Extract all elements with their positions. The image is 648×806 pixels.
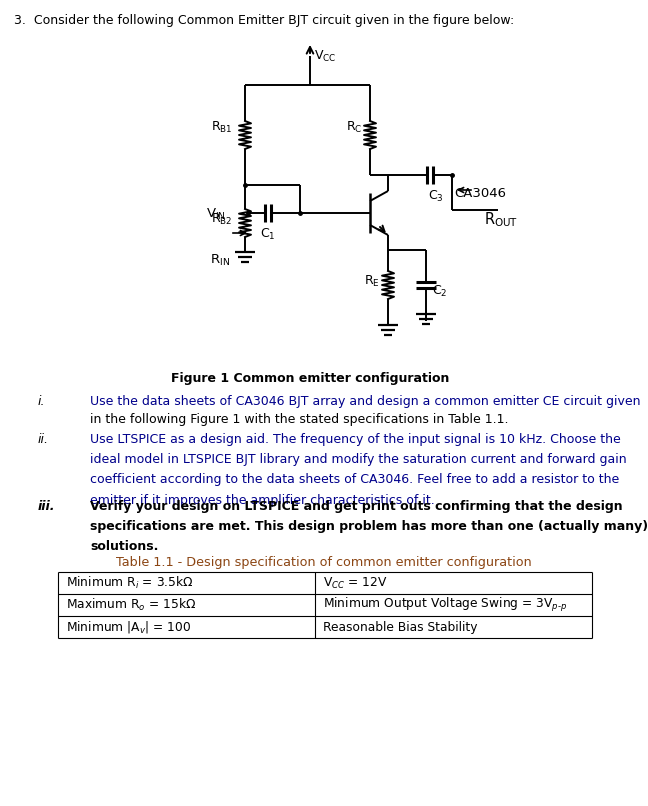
Text: Minimum |A$_v$| = 100: Minimum |A$_v$| = 100 xyxy=(66,619,191,635)
Text: Table 1.1 - Design specification of common emitter configuration: Table 1.1 - Design specification of comm… xyxy=(116,556,532,569)
Text: C$_2$: C$_2$ xyxy=(432,284,448,298)
Text: 3.  Consider the following Common Emitter BJT circuit given in the figure below:: 3. Consider the following Common Emitter… xyxy=(14,14,515,27)
Text: R$_{\rm B1}$: R$_{\rm B1}$ xyxy=(211,119,233,135)
Text: ideal model in LTSPICE BJT library and modify the saturation current and forward: ideal model in LTSPICE BJT library and m… xyxy=(90,453,627,466)
Text: ii.: ii. xyxy=(38,433,49,446)
Text: coefficient according to the data sheets of CA3046. Feel free to add a resistor : coefficient according to the data sheets… xyxy=(90,473,619,487)
Text: Use LTSPICE as a design aid. The frequency of the input signal is 10 kHz. Choose: Use LTSPICE as a design aid. The frequen… xyxy=(90,433,621,446)
Text: iii.: iii. xyxy=(38,500,56,513)
Text: in the following Figure 1 with the stated specifications in Table 1.1.: in the following Figure 1 with the state… xyxy=(90,413,509,426)
Text: i.: i. xyxy=(38,395,45,408)
Text: V$_{CC}$ = 12V: V$_{CC}$ = 12V xyxy=(323,575,388,591)
Text: Maximum R$_o$ = 15k$\Omega$: Maximum R$_o$ = 15k$\Omega$ xyxy=(66,597,196,613)
Text: R$_{\rm C}$: R$_{\rm C}$ xyxy=(346,119,362,135)
Text: R$_{\rm IN}$: R$_{\rm IN}$ xyxy=(210,253,230,268)
Text: C$_1$: C$_1$ xyxy=(260,227,275,242)
Text: solutions.: solutions. xyxy=(90,541,158,554)
Text: V$_{\rm CC}$: V$_{\rm CC}$ xyxy=(314,48,336,64)
Text: Verify your design on LTSPICE and get print outs confirming that the design: Verify your design on LTSPICE and get pr… xyxy=(90,500,623,513)
Text: Minimum R$_i$ = 3.5k$\Omega$: Minimum R$_i$ = 3.5k$\Omega$ xyxy=(66,575,194,591)
Text: specifications are met. This design problem has more than one (actually many): specifications are met. This design prob… xyxy=(90,520,648,534)
Text: Figure 1 Common emitter configuration: Figure 1 Common emitter configuration xyxy=(171,372,449,385)
Text: Reasonable Bias Stability: Reasonable Bias Stability xyxy=(323,621,478,634)
Text: CA3046: CA3046 xyxy=(454,187,506,200)
Text: Use the data sheets of CA3046 BJT array and design a common emitter CE circuit g: Use the data sheets of CA3046 BJT array … xyxy=(90,395,640,408)
Text: C$_3$: C$_3$ xyxy=(428,189,444,204)
Text: R$_{\rm B2}$: R$_{\rm B2}$ xyxy=(211,211,233,226)
Text: emitter if it improves the amplifier characteristics of it.: emitter if it improves the amplifier cha… xyxy=(90,494,435,507)
Text: R$_{\rm OUT}$: R$_{\rm OUT}$ xyxy=(484,210,518,230)
Text: R$_{\rm E}$: R$_{\rm E}$ xyxy=(364,273,380,289)
Text: V$_{\rm IN}$: V$_{\rm IN}$ xyxy=(206,206,226,222)
Text: Minimum Output Voltage Swing = 3V$_{p\text{-}p}$: Minimum Output Voltage Swing = 3V$_{p\te… xyxy=(323,596,567,614)
